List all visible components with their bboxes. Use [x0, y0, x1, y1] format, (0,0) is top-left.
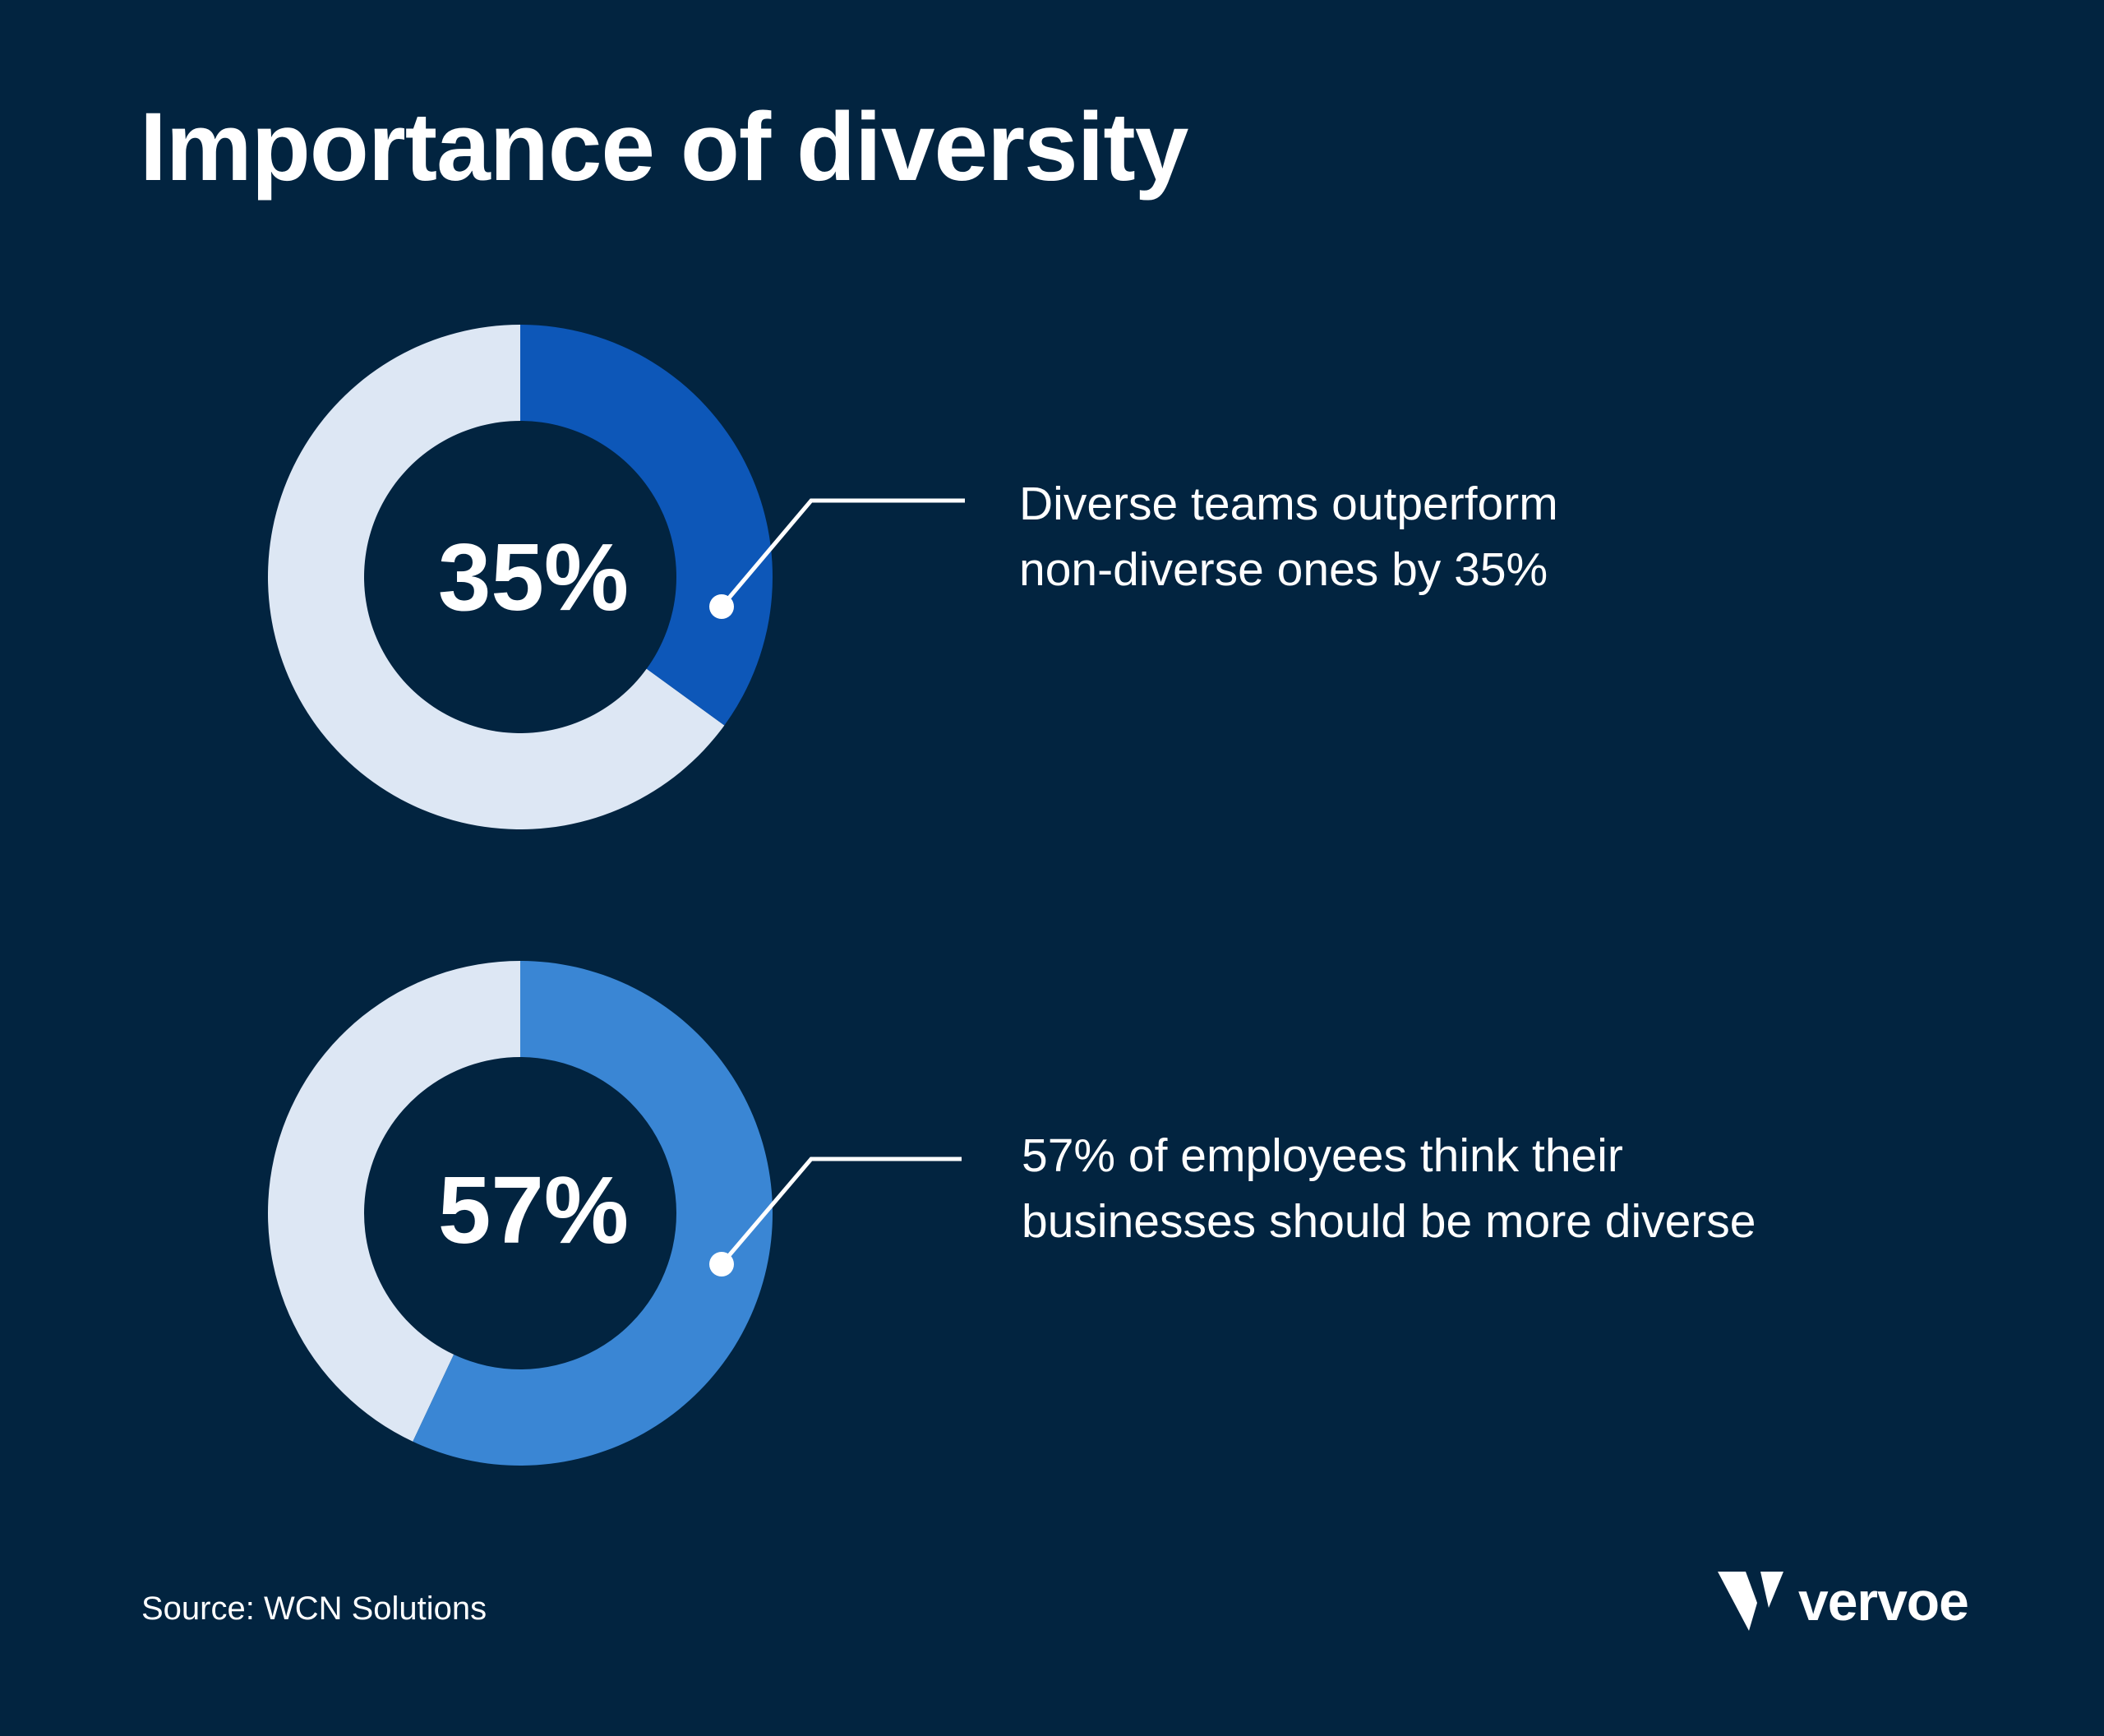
- callout-1-line-2: non-diverse ones by 35%: [1019, 543, 1548, 596]
- source-note: Source: WCN Solutions: [141, 1591, 487, 1627]
- donut-2-center-label: 57%: [438, 1157, 629, 1263]
- donut-1-center-label: 35%: [438, 524, 629, 630]
- donut-1-remainder-slice: [268, 325, 725, 830]
- callout-2-dot: [709, 1252, 734, 1277]
- donut-1-value-slice: [520, 325, 773, 726]
- vervoe-logo: vervoe: [1718, 1568, 1969, 1634]
- callout-text-1: Diverse teams outperform non-diverse one…: [1019, 471, 1558, 603]
- donut-2-remainder-slice: [268, 961, 520, 1442]
- callout-2-line-1: 57% of employees think their: [1022, 1129, 1623, 1182]
- callout-1-dot: [709, 594, 734, 619]
- callout-text-2: 57% of employees think their businesses …: [1022, 1123, 1756, 1254]
- page-title: Importance of diversity: [140, 93, 1188, 201]
- callout-1-line-1: Diverse teams outperform: [1019, 478, 1558, 530]
- donut-2-value-slice: [413, 961, 773, 1466]
- brand-wordmark: vervoe: [1798, 1571, 1969, 1632]
- callout-2-leader-line: [720, 1157, 962, 1266]
- callout-1-leader-line: [720, 498, 965, 608]
- vervoe-logo-icon: [1718, 1572, 1783, 1631]
- callout-2-line-2: businesses should be more diverse: [1022, 1195, 1756, 1248]
